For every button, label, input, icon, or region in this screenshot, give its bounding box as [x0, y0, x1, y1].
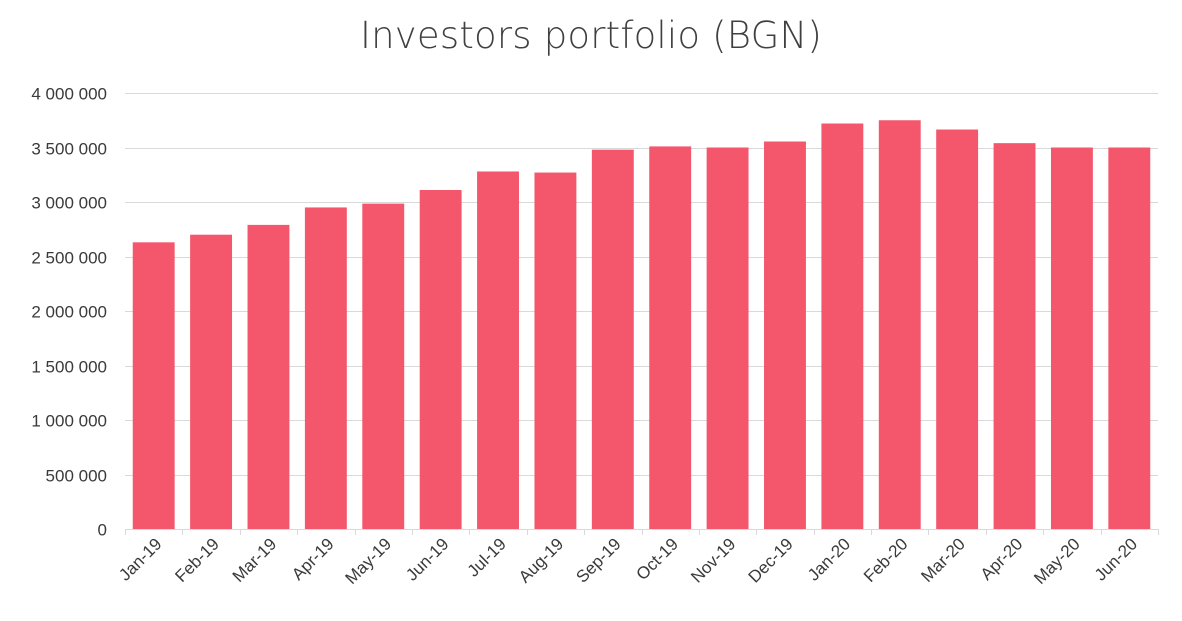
bar-jan-19: [132, 242, 175, 529]
bar-jan-20: [821, 123, 864, 530]
y-tick-label: 3 500 000: [31, 140, 107, 159]
y-tick-label: 1 000 000: [31, 412, 107, 431]
x-tick-label: Sep-19: [572, 534, 624, 586]
bar-mar-19: [247, 224, 290, 529]
x-tick-label: Jan-19: [115, 534, 165, 584]
x-tick-label: May-20: [1030, 534, 1084, 588]
bar-aug-19: [534, 172, 577, 529]
x-tick-label: Mar-19: [229, 534, 281, 586]
bar-oct-19: [649, 146, 692, 529]
y-tick-label: 500 000: [46, 467, 107, 486]
x-tick-label: Jun-19: [402, 534, 452, 584]
y-tick-label: 2 000 000: [31, 303, 107, 322]
x-tick-label: Feb-20: [860, 534, 912, 586]
bar-jun-20: [1108, 147, 1151, 529]
bar-jul-19: [477, 171, 519, 530]
bar-feb-19: [190, 234, 233, 529]
x-tick-label: Nov-19: [687, 534, 739, 586]
bar-may-20: [1050, 147, 1093, 529]
bar-feb-20: [878, 120, 921, 529]
x-axis: [125, 529, 1159, 535]
x-axis-ticks: Jan-19 Feb-19 Mar-19 Apr-19 May-19 Jun-19 Jul-…: [115, 534, 1141, 588]
bar-apr-20: [993, 143, 1036, 529]
bar-mar-20: [936, 129, 979, 529]
x-tick-label: Oct-19: [633, 534, 683, 584]
x-tick-label: Jan-20: [804, 534, 854, 584]
chart-title: Investors portfolio (BGN): [360, 14, 822, 57]
y-tick-label: 0: [98, 521, 107, 540]
y-tick-label: 2 500 000: [31, 249, 107, 268]
bar-may-19: [362, 203, 405, 529]
x-tick-label: Apr-20: [977, 534, 1027, 584]
y-tick-label: 4 000 000: [31, 85, 107, 104]
y-tick-label: 1 500 000: [31, 358, 107, 377]
y-tick-label: 3 000 000: [31, 194, 107, 213]
bar-jun-19: [419, 190, 462, 529]
bars: [132, 120, 1151, 530]
x-tick-label: Jul-19: [464, 534, 510, 580]
x-tick-label: May-19: [342, 534, 396, 588]
x-tick-label: Feb-19: [171, 534, 223, 586]
bar-apr-19: [304, 207, 347, 529]
x-tick-label: Aug-19: [515, 534, 567, 586]
gridlines: [125, 93, 1158, 476]
x-tick-label: Mar-20: [917, 534, 969, 586]
x-tick-label: Jun-20: [1091, 534, 1141, 584]
y-axis-ticks: 0 500 000 1 000 000 1 500 000 2 000 000 2 500…: [31, 85, 107, 540]
bar-sep-19: [591, 149, 634, 529]
bar-nov-19: [706, 147, 749, 529]
bar-dec-19: [764, 141, 806, 529]
x-tick-label: Dec-19: [745, 534, 797, 586]
x-tick-label: Apr-19: [288, 534, 338, 584]
